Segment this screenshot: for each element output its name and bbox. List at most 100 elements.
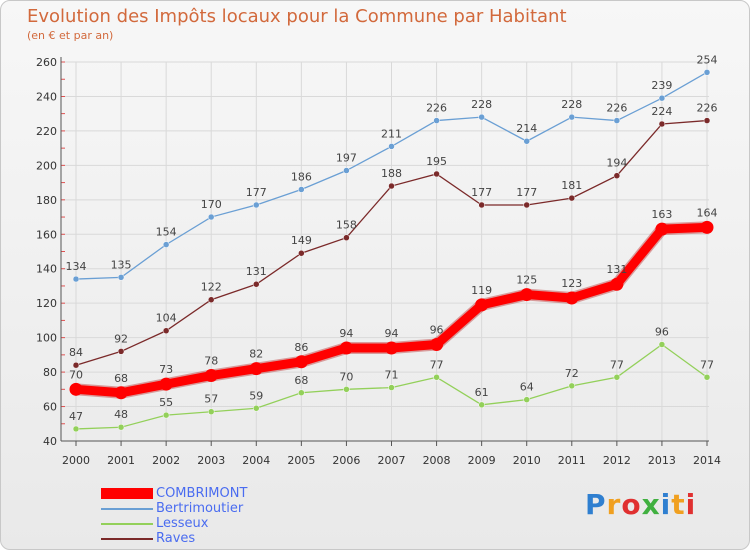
data-point [114, 386, 128, 400]
data-point [613, 117, 621, 124]
data-label: 55 [159, 396, 173, 409]
data-label: 188 [381, 167, 402, 180]
data-point [613, 374, 621, 381]
legend-item-raves: Raves [101, 532, 361, 546]
data-label: 149 [291, 234, 312, 247]
data-point [388, 182, 395, 190]
data-label: 123 [561, 277, 582, 290]
data-label: 72 [565, 367, 579, 380]
data-label: 211 [381, 127, 402, 140]
data-point [162, 327, 170, 334]
data-point [433, 170, 440, 178]
data-point [343, 234, 350, 241]
data-point [294, 355, 308, 369]
y-tick-label: 240 [36, 90, 57, 103]
data-point [478, 113, 485, 121]
data-point [253, 280, 260, 288]
chart-title: Evolution des Impôts locaux pour la Comm… [27, 6, 567, 27]
data-label: 94 [339, 327, 353, 340]
y-tick-label: 260 [36, 56, 57, 69]
x-tick-label: 2006 [332, 454, 360, 467]
data-label: 61 [475, 386, 489, 399]
data-point [162, 411, 170, 419]
y-tick-label: 100 [36, 332, 57, 345]
data-point [117, 274, 125, 281]
data-label: 92 [114, 332, 128, 345]
legend-item-combrimont: COMBRIMONT [101, 487, 361, 501]
logo-letter: P [585, 488, 607, 521]
data-label: 131 [606, 263, 627, 276]
x-tick-label: 2001 [107, 454, 135, 467]
data-label: 122 [201, 281, 222, 294]
data-point [433, 374, 440, 381]
data-label: 177 [471, 186, 492, 199]
data-label: 163 [651, 208, 672, 221]
x-tick-label: 2009 [468, 454, 496, 467]
data-label: 84 [69, 346, 83, 359]
data-label: 194 [606, 157, 627, 170]
data-label: 154 [156, 226, 177, 239]
legend-swatch [101, 488, 153, 499]
legend-label: COMBRIMONT [156, 486, 248, 501]
data-label: 131 [246, 265, 267, 278]
data-label: 239 [651, 79, 672, 92]
logo-letter: i [660, 488, 672, 521]
y-tick-label: 40 [43, 435, 57, 448]
data-label: 64 [520, 381, 534, 394]
data-point [703, 117, 711, 124]
data-point [658, 120, 666, 128]
y-tick-label: 140 [36, 263, 57, 276]
legend-item-bertrimoutier: Bertrimoutier [101, 502, 361, 516]
data-point [298, 389, 305, 397]
data-label: 228 [471, 98, 492, 111]
data-point [658, 341, 666, 348]
logo-letter: r [606, 488, 622, 521]
data-point [475, 298, 489, 312]
data-label: 135 [111, 258, 132, 271]
data-label: 170 [201, 198, 222, 211]
x-tick-label: 2000 [62, 454, 90, 467]
legend-item-lesseux: Lesseux [101, 517, 361, 531]
data-point [568, 113, 576, 121]
data-label: 164 [697, 206, 718, 219]
data-point [207, 296, 215, 303]
data-point [249, 362, 263, 376]
data-point [343, 386, 350, 393]
data-label: 119 [471, 284, 492, 297]
data-point [430, 338, 444, 352]
legend-label: Bertrimoutier [156, 501, 244, 516]
data-label: 96 [655, 326, 669, 339]
data-point [72, 425, 80, 433]
data-label: 177 [246, 186, 267, 199]
data-label: 68 [294, 374, 308, 387]
legend-swatch [101, 523, 153, 525]
data-point [658, 94, 666, 102]
data-label: 134 [66, 260, 87, 273]
data-label: 82 [249, 348, 263, 361]
x-tick-label: 2007 [378, 454, 406, 467]
data-point [388, 143, 395, 150]
data-point [703, 374, 711, 381]
data-point [523, 137, 530, 145]
data-label: 104 [156, 312, 177, 325]
data-label: 47 [69, 410, 83, 423]
data-point [117, 423, 125, 431]
data-label: 226 [606, 102, 627, 115]
data-point [343, 167, 350, 174]
data-label: 77 [430, 358, 444, 371]
data-point [610, 277, 624, 291]
data-label: 71 [385, 369, 399, 382]
data-point [613, 172, 621, 179]
x-tick-label: 2005 [287, 454, 315, 467]
data-point [298, 249, 305, 257]
data-point [703, 69, 711, 76]
data-label: 94 [385, 327, 399, 340]
data-label: 70 [69, 368, 83, 381]
data-point [159, 377, 173, 391]
data-point [478, 201, 485, 209]
y-tick-label: 120 [36, 297, 57, 310]
x-tick-label: 2013 [648, 454, 676, 467]
data-point [520, 288, 534, 302]
data-point [523, 201, 530, 209]
data-label: 68 [114, 372, 128, 385]
